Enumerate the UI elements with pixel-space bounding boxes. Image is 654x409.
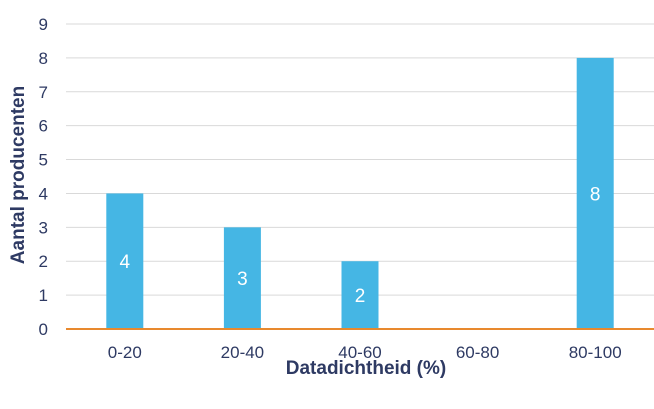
x-tick-label: 60-80 xyxy=(456,343,499,362)
y-tick-label: 8 xyxy=(39,49,48,68)
data-label-20-40: 3 xyxy=(237,269,248,290)
bar-20-40 xyxy=(223,227,261,329)
y-tick-label: 0 xyxy=(39,320,48,339)
x-tick-label: 0-20 xyxy=(108,343,142,362)
y-tick-label: 6 xyxy=(39,117,48,136)
bar-40-60 xyxy=(341,261,379,329)
y-tick-label: 3 xyxy=(39,218,48,237)
x-axis-title: Datadichtheid (%) xyxy=(286,358,446,379)
y-axis-title: Aantal producenten xyxy=(8,86,29,264)
data-label-40-60: 2 xyxy=(355,286,366,307)
y-tick-label: 7 xyxy=(39,83,48,102)
x-tick-label: 20-40 xyxy=(221,343,264,362)
x-axis-ticks: 0-20 20-40 40-60 60-80 80-100 xyxy=(108,343,622,362)
x-tick-label: 80-100 xyxy=(569,343,622,362)
y-tick-label: 2 xyxy=(39,252,48,271)
x-tick-label: 40-60 xyxy=(338,343,381,362)
bar-0-20 xyxy=(106,193,144,329)
gridlines xyxy=(66,23,654,296)
bars xyxy=(106,57,614,330)
data-label-0-20: 4 xyxy=(120,252,131,273)
y-tick-label: 5 xyxy=(39,151,48,170)
y-tick-label: 9 xyxy=(39,15,48,34)
y-tick-label: 4 xyxy=(39,184,48,203)
y-tick-label: 1 xyxy=(39,286,48,305)
bar-80-100 xyxy=(576,57,614,330)
data-labels: 4 3 2 8 xyxy=(120,184,601,307)
data-label-80-100: 8 xyxy=(590,184,601,205)
y-axis-ticks: 0 1 2 3 4 5 6 7 8 9 xyxy=(39,15,48,339)
